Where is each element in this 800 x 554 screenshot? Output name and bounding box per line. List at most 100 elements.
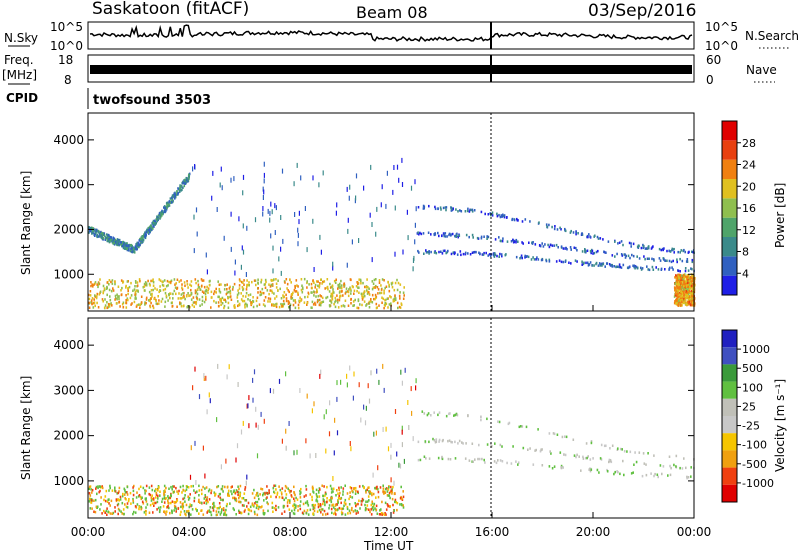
echo-cell — [157, 497, 159, 500]
echo-cell — [186, 280, 188, 283]
echo-cell — [120, 289, 122, 292]
colorbar-swatch — [722, 433, 737, 451]
echo-cell — [446, 235, 448, 238]
echo-cell — [403, 286, 405, 289]
echo-cell — [283, 498, 285, 502]
echo-cell — [163, 501, 166, 504]
echo-cell — [297, 306, 300, 310]
echo-cell — [306, 509, 309, 512]
echo-cell — [564, 229, 567, 233]
echo-cell — [280, 270, 282, 276]
echo-cell — [685, 293, 687, 296]
echo-cell — [241, 497, 243, 500]
echo-cell — [650, 247, 653, 250]
echo-cell — [337, 496, 340, 500]
echo-cell — [198, 494, 200, 497]
echo-cell — [256, 500, 259, 504]
echo-cell — [106, 306, 108, 310]
echo-cell — [91, 507, 93, 510]
echo-cell — [170, 501, 172, 505]
echo-cell — [96, 301, 98, 305]
echo-cell — [367, 486, 369, 490]
echo-cell — [142, 286, 145, 289]
echo-cell — [282, 305, 284, 308]
echo-cell — [491, 445, 493, 448]
echo-cell — [521, 241, 523, 244]
echo-cell — [471, 251, 474, 254]
echo-cell — [294, 301, 297, 304]
echo-cell — [669, 266, 671, 270]
echo-cell — [378, 281, 381, 284]
echo-cell — [506, 461, 508, 465]
echo-cell — [686, 281, 689, 285]
echo-cell — [206, 269, 208, 275]
echo-cell — [549, 450, 551, 453]
echo-cell — [210, 510, 212, 514]
echo-cell — [230, 490, 232, 493]
echo-cell — [363, 300, 366, 303]
echo-cell — [264, 493, 266, 496]
echo-cell — [520, 256, 522, 259]
echo-cell — [573, 454, 576, 457]
echo-cell — [589, 250, 592, 253]
echo-cell — [326, 485, 328, 489]
echo-cell — [517, 240, 519, 243]
echo-cell — [134, 293, 136, 296]
echo-cell — [301, 284, 303, 287]
echo-cell — [281, 496, 284, 500]
echo-cell — [591, 249, 594, 253]
echo-cell — [435, 251, 438, 255]
echo-cell — [224, 298, 226, 302]
echo-cell — [183, 496, 186, 500]
echo-cell — [269, 210, 271, 216]
echo-cell — [441, 455, 443, 459]
echo-cell — [329, 484, 332, 488]
time-axis: 00:00 04:00 08:00 12:00 16:00 20:00 00:00 — [71, 305, 711, 539]
echo-cell — [246, 403, 248, 409]
echo-cell — [297, 303, 300, 307]
echo-cell — [158, 278, 161, 281]
echo-cell — [336, 380, 338, 386]
echo-cell — [201, 290, 204, 293]
echo-cell — [589, 261, 592, 264]
echo-cell — [203, 501, 205, 505]
echo-cell — [522, 242, 524, 245]
echo-cell — [262, 492, 265, 495]
echo-cell — [152, 224, 154, 228]
echo-cell — [278, 256, 280, 262]
echo-cell — [114, 490, 117, 493]
echo-cell — [371, 492, 373, 495]
echo-cell — [223, 306, 225, 310]
echo-cell — [229, 502, 231, 505]
echo-cell — [187, 509, 190, 513]
echo-cell — [267, 208, 269, 214]
echo-cell — [246, 505, 248, 508]
echo-cell — [172, 485, 174, 488]
echo-cell — [339, 497, 342, 500]
echo-cell — [548, 432, 551, 435]
echo-cell — [349, 486, 352, 489]
echo-cell — [203, 285, 206, 289]
echo-cell — [316, 300, 319, 304]
echo-cell — [237, 491, 240, 494]
echo-cell — [370, 503, 373, 507]
echo-cell — [541, 258, 544, 262]
echo-cell — [480, 210, 483, 214]
echo-cell — [147, 231, 149, 234]
echo-cell — [91, 491, 93, 494]
echo-cell — [293, 497, 295, 500]
echo-cell — [92, 227, 94, 230]
echo-cell — [473, 209, 476, 212]
echo-cell — [610, 460, 613, 464]
echo-cell — [343, 282, 346, 285]
echo-cell — [289, 499, 291, 502]
echo-cell — [203, 376, 205, 381]
echo-cell — [353, 487, 355, 490]
echo-cell — [179, 297, 182, 300]
echo-cell — [376, 286, 379, 289]
echo-cell — [305, 494, 307, 497]
echo-cell — [614, 470, 616, 474]
echo-cell — [677, 273, 679, 277]
echo-cell — [200, 501, 203, 505]
cpid-value: twofsound 3503 — [93, 93, 211, 108]
